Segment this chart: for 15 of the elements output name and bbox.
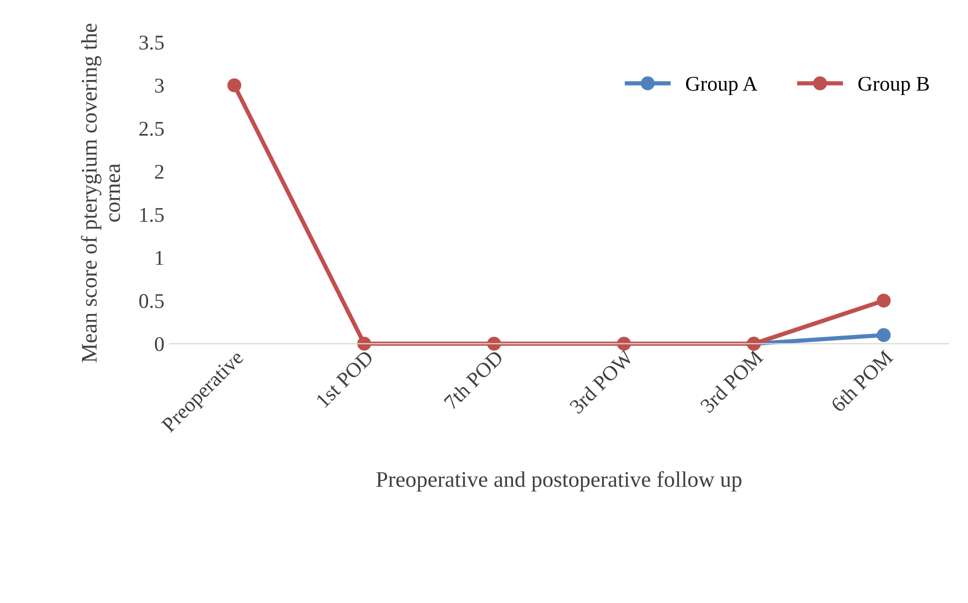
y-tick-label: 0.5: [139, 294, 164, 308]
legend-label: Group A: [686, 76, 758, 96]
legend-label: Group B: [858, 76, 929, 96]
y-tick-label: 0: [154, 337, 164, 352]
x-axis-title: Preoperative and postoperative follow up: [376, 471, 742, 492]
y-tick-label: 3: [155, 78, 164, 93]
point: [876, 294, 891, 308]
y-tick-label: 2.5: [139, 122, 164, 136]
y-axis-title: Mean score of pterygium covering the cornea: [80, 24, 120, 362]
y-tick-label: 1.5: [140, 208, 164, 222]
point: [876, 328, 891, 342]
y-tick-label: 1: [156, 251, 164, 265]
point: [227, 78, 242, 92]
y-tick-label: 3.5: [139, 36, 164, 50]
y-tick-label: 2: [155, 164, 164, 179]
